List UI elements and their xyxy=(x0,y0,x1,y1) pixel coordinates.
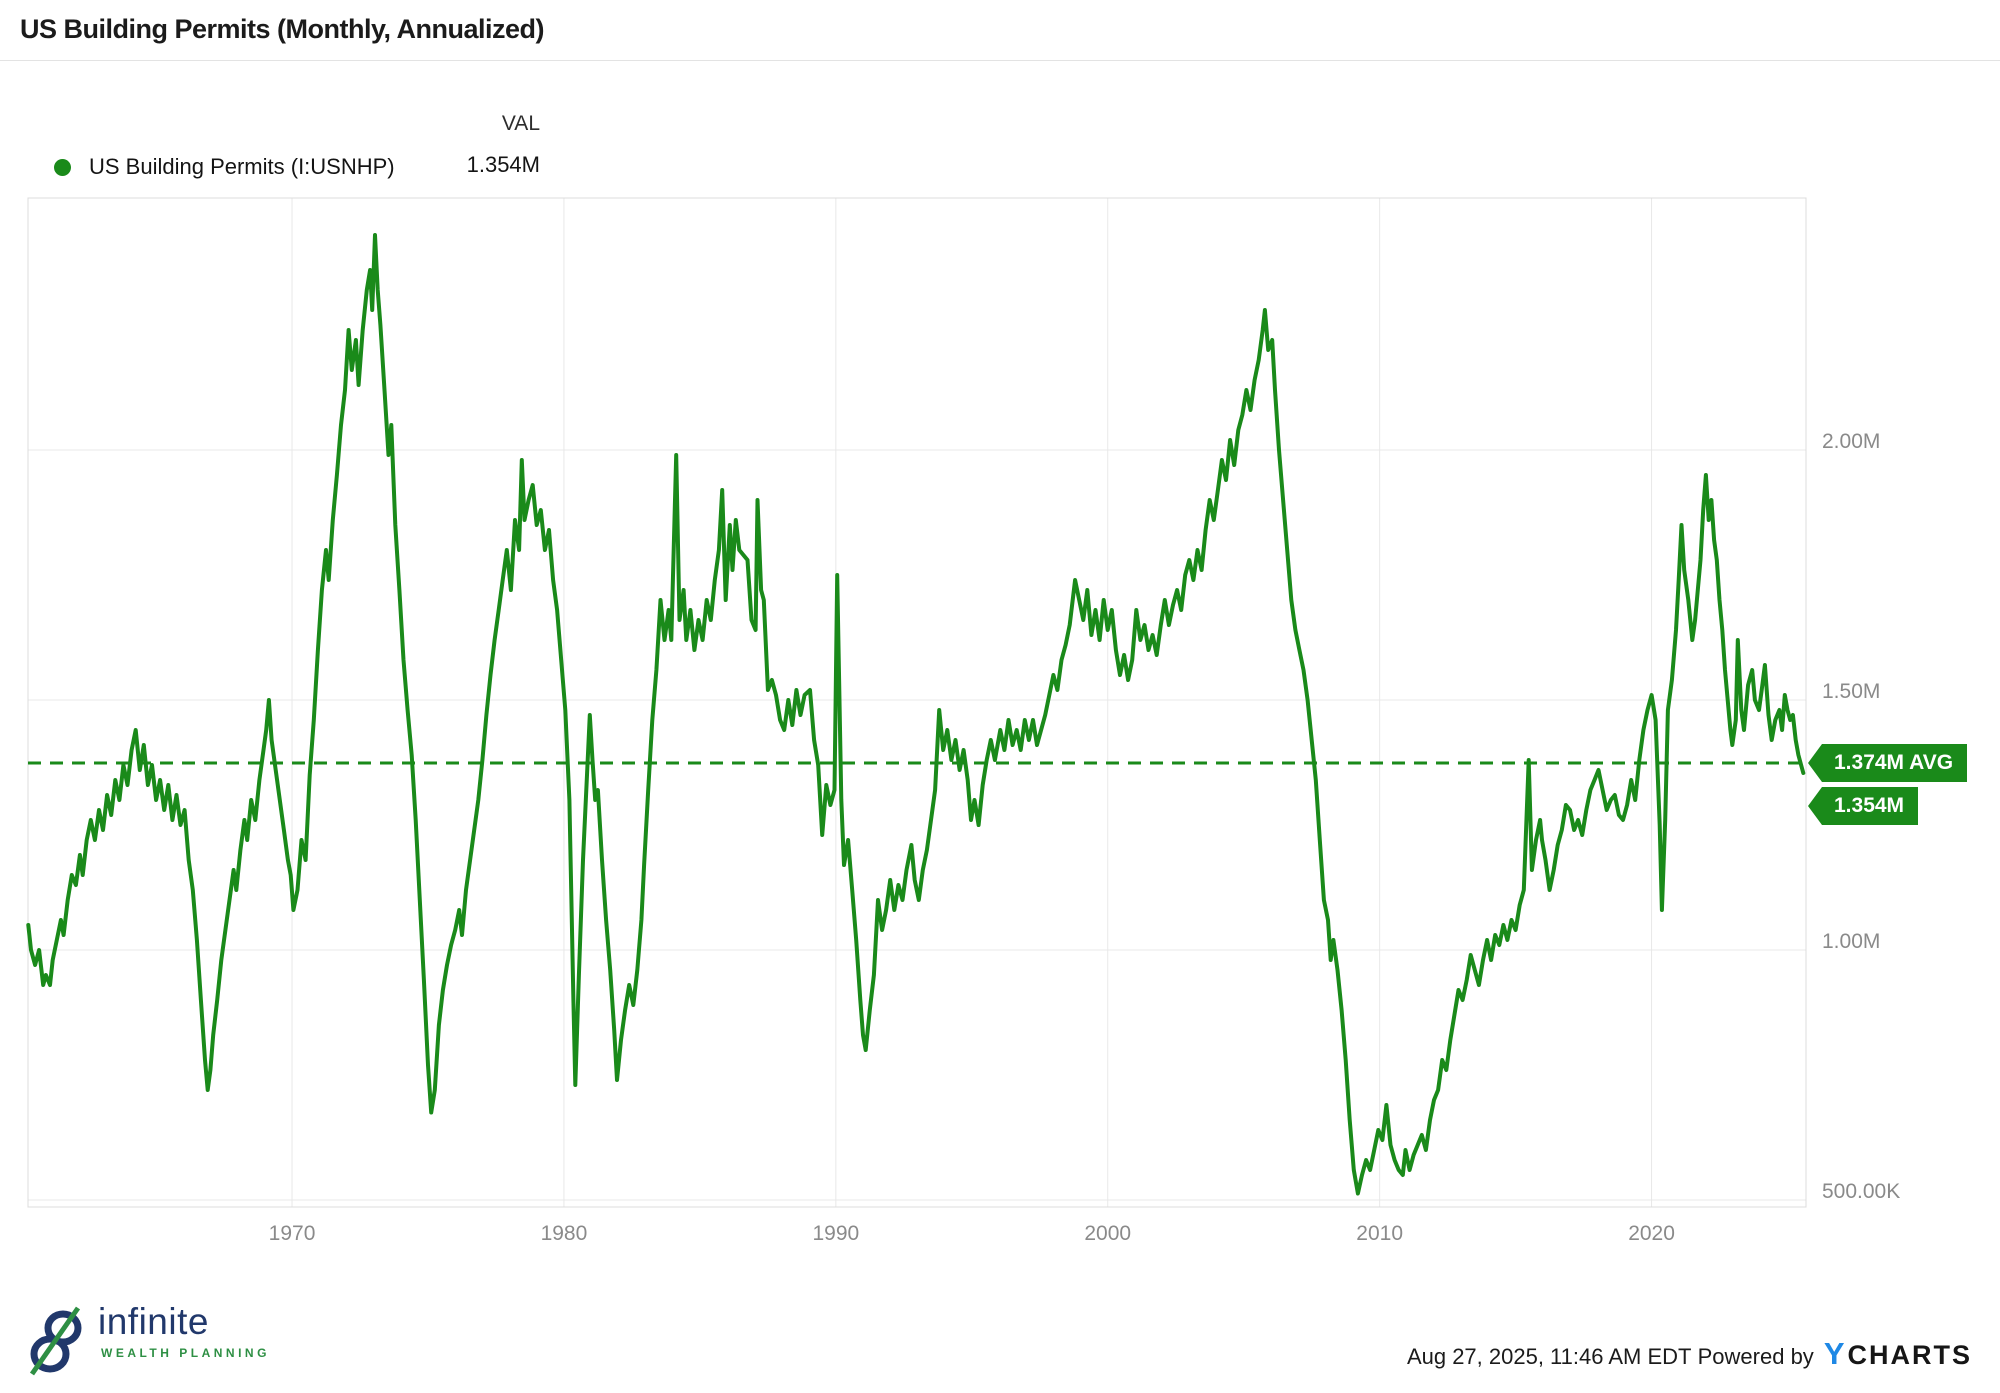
latest-value-badge: 1.354M xyxy=(1808,787,1919,825)
logo-subtext: WEALTH PLANNING xyxy=(101,1346,270,1360)
x-tick-label: 2020 xyxy=(1628,1222,1675,1245)
y-tick-label: 500.00K xyxy=(1822,1180,1901,1203)
logo-name: infinite xyxy=(98,1301,209,1342)
line-chart-canvas xyxy=(26,197,1807,1208)
average-value-badge: 1.374M AVG xyxy=(1808,744,1968,782)
infinity-dollar-logo-icon xyxy=(29,1306,82,1376)
timestamp: Aug 27, 2025, 11:46 AM EDT Powered by xyxy=(1406,1344,1814,1369)
x-tick-label: 1990 xyxy=(812,1222,860,1245)
y-tick-label: 1.50M xyxy=(1822,680,1881,703)
x-tick-label: 2000 xyxy=(1084,1222,1132,1245)
x-tick-label: 1980 xyxy=(540,1222,588,1245)
x-tick-label: 2010 xyxy=(1356,1222,1403,1245)
logo-text-block: infinite WEALTH PLANNING xyxy=(98,1301,270,1361)
permits-series-line xyxy=(26,233,1806,1196)
legend-value-column-header: VAL xyxy=(501,112,540,135)
y-tick-label: 2.00M xyxy=(1822,430,1881,453)
chart-plot-area xyxy=(26,197,1807,1208)
x-tick-label: 1970 xyxy=(268,1222,316,1245)
ycharts-charts-text: CHARTS xyxy=(1847,1340,1972,1370)
plot-border xyxy=(27,197,1807,1208)
title-divider xyxy=(0,60,2000,61)
ycharts-logo: Y CHARTS xyxy=(1824,1336,1972,1372)
series-marker-icon xyxy=(54,158,71,176)
y-tick-label: 1.00M xyxy=(1822,930,1881,953)
legend-row: US Building Permits (I:USNHP) xyxy=(54,152,395,182)
series-legend-label: US Building Permits (I:USNHP) xyxy=(89,154,395,179)
infinite-wealth-planning-logo: infinite WEALTH PLANNING xyxy=(26,1302,270,1380)
series-current-value: 1.354M xyxy=(466,152,540,177)
page-title: US Building Permits (Monthly, Annualized… xyxy=(20,14,545,44)
ycharts-y-glyph: Y xyxy=(1823,1336,1847,1371)
